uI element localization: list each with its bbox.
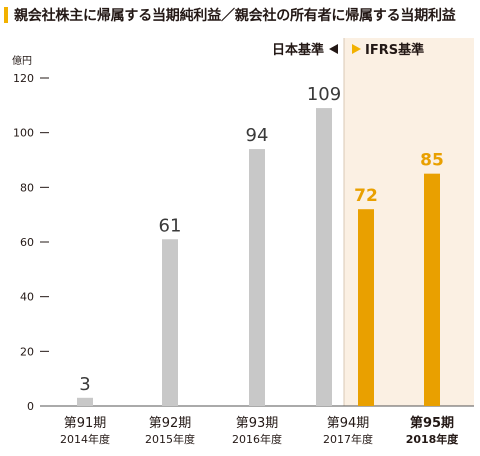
bar-ifrs — [358, 209, 374, 406]
legend-ifrs-label: IFRS基準 — [365, 42, 424, 58]
y-tick-label: 100 — [13, 127, 34, 140]
legend-left-arrow-icon — [329, 44, 338, 54]
title-accent-bar — [4, 7, 8, 23]
y-tick-label: 80 — [20, 181, 34, 194]
x-category-label: 第93期 — [236, 416, 279, 431]
bar-value-label: 61 — [159, 215, 182, 236]
y-tick-label: 0 — [27, 400, 34, 413]
y-tick-label: 120 — [13, 72, 34, 85]
bar-jgaap — [316, 108, 332, 407]
y-tick-label: 60 — [20, 236, 34, 249]
x-category-label: 第95期 — [410, 415, 454, 431]
bar-value-label: 85 — [420, 151, 444, 171]
x-subcategory-label: 2016年度 — [232, 432, 282, 446]
x-subcategory-label: 2017年度 — [323, 432, 373, 446]
x-subcategory-label: 2014年度 — [60, 432, 110, 446]
bar-jgaap — [249, 149, 265, 407]
x-category-label: 第94期 — [327, 416, 370, 431]
y-tick-label: 40 — [20, 291, 34, 304]
bar-value-label: 3 — [79, 374, 90, 395]
bar-jgaap — [77, 397, 93, 406]
y-axis-unit-label: 億円 — [12, 54, 32, 67]
x-subcategory-label: 2018年度 — [406, 432, 460, 446]
bar-value-label: 109 — [307, 84, 341, 105]
bar-value-label: 94 — [246, 125, 269, 146]
x-category-label: 第91期 — [64, 416, 107, 431]
y-tick-label: 20 — [20, 345, 34, 358]
x-subcategory-label: 2015年度 — [145, 432, 195, 446]
chart-title: 親会社株主に帰属する当期純利益／親会社の所有者に帰属する当期利益 — [14, 8, 456, 24]
legend-right-arrow-icon — [352, 44, 361, 54]
bar-jgaap — [162, 239, 178, 406]
legend-jgaap-label: 日本基準 — [272, 42, 324, 58]
x-category-label: 第92期 — [149, 416, 192, 431]
bar-value-label: 72 — [354, 186, 378, 206]
bar-ifrs — [424, 173, 440, 406]
